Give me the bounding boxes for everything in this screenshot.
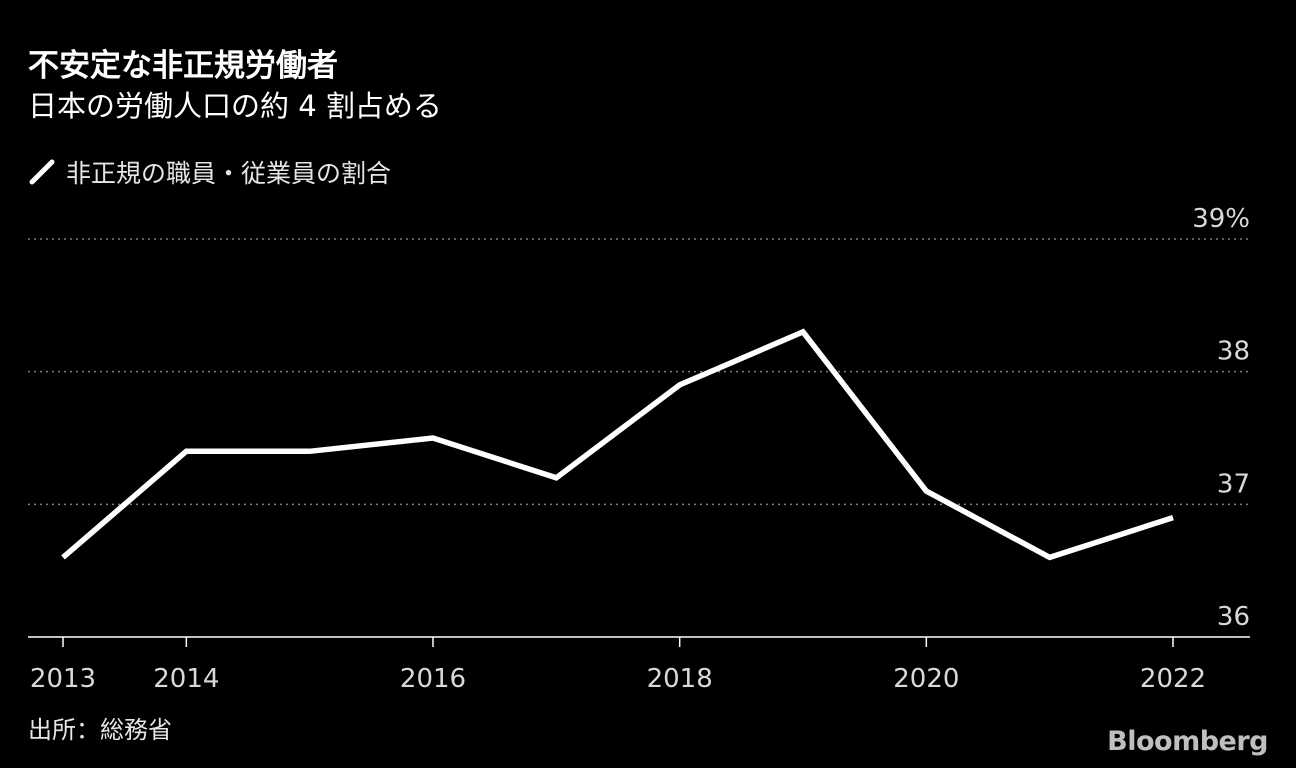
legend: 非正規の職員・従業員の割合 (28, 154, 391, 190)
x-tick-label-2016: 2016 (400, 664, 466, 694)
y-tick-label-1: 37 (1217, 469, 1250, 499)
bloomberg-logo: Bloomberg (1107, 726, 1268, 757)
x-tick-label-2020: 2020 (893, 664, 959, 694)
chart-subtitle: 日本の労働人口の約 4 割占める (28, 89, 442, 123)
x-tick-label-2018: 2018 (647, 664, 713, 694)
x-tick-label-2022: 2022 (1140, 664, 1206, 694)
y-tick-label-0: 36 (1217, 602, 1250, 632)
source-note: 出所：総務省 (28, 716, 172, 744)
series-line-0 (61, 328, 1174, 561)
y-tick-label-2: 38 (1217, 337, 1250, 367)
x-tick-label-2013: 2013 (30, 664, 96, 694)
legend-line-icon (29, 159, 55, 185)
y-tick-label-3: 39% (1192, 204, 1250, 234)
legend-label: 非正規の職員・従業員の割合 (66, 159, 392, 188)
chart-title: 不安定な非正規労働者 (28, 48, 338, 84)
x-tick-label-2014: 2014 (153, 664, 219, 694)
